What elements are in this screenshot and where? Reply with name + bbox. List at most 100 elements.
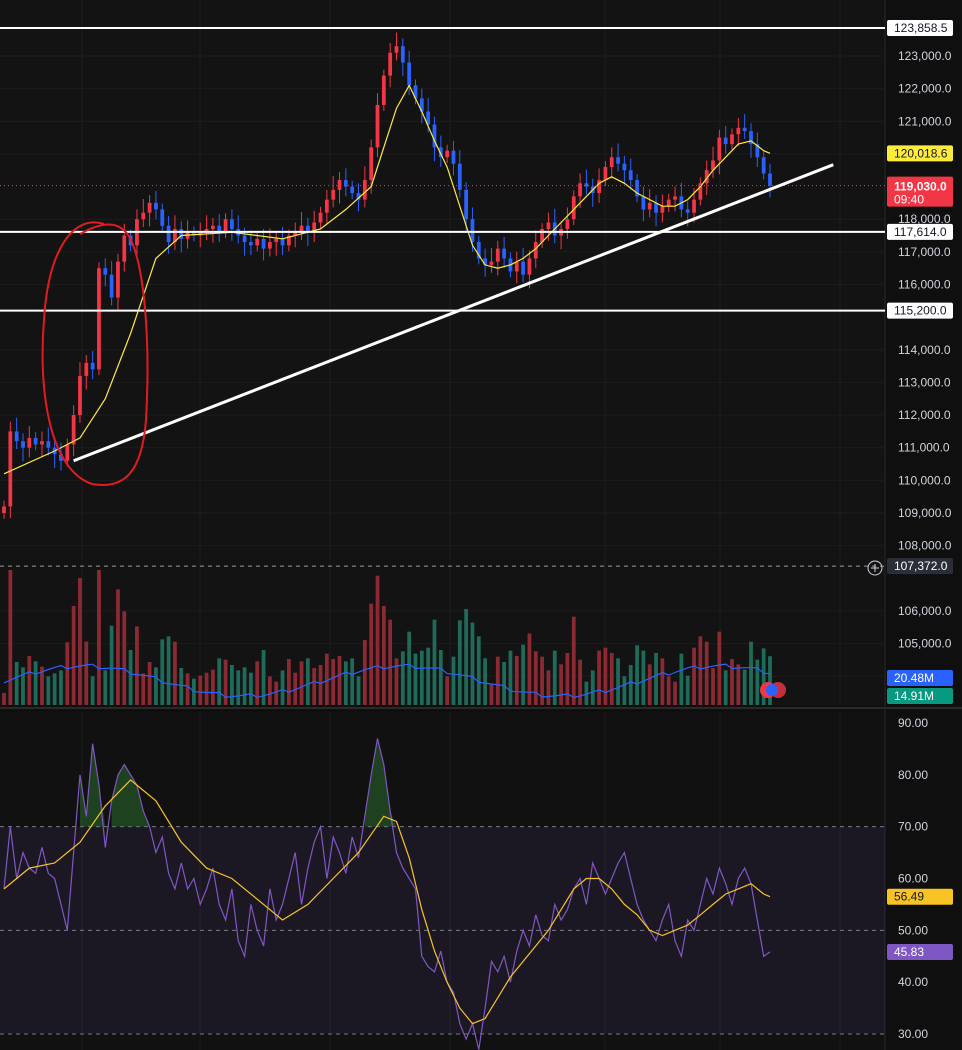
ascending-trendline[interactable]	[73, 163, 834, 463]
volume-bar	[578, 659, 582, 705]
last-price-tag: 119,030.0	[894, 180, 947, 194]
volume-bar	[400, 651, 405, 705]
price-pane[interactable]	[0, 0, 885, 705]
rsi-tick-label: 90.00	[898, 716, 928, 730]
candle-body	[711, 160, 715, 171]
volume-tag: 14.91M	[894, 689, 934, 703]
candle-body	[533, 242, 538, 259]
volume-bar	[179, 668, 184, 705]
candle-body	[280, 238, 285, 246]
volume-bar	[755, 659, 760, 705]
ma-line	[3, 84, 771, 475]
volume-bar	[350, 658, 355, 705]
price-tick-label: 122,000.0	[898, 82, 952, 96]
horizontal-levels[interactable]	[0, 26, 885, 567]
candle-body	[400, 46, 405, 63]
crosshair-add-button[interactable]	[867, 560, 883, 576]
rsi-ma-tag-bg	[887, 888, 953, 905]
candle-body	[413, 85, 418, 99]
volume-bar	[52, 673, 57, 705]
candle-body	[445, 150, 450, 158]
volume-bar	[223, 659, 228, 705]
volume-bar	[362, 640, 367, 705]
volume-bar	[331, 659, 336, 705]
volume-bar	[407, 631, 412, 705]
volume-bar	[154, 667, 158, 705]
volume-bar	[204, 672, 209, 705]
volume-bar	[160, 639, 165, 705]
rsi-tick-label: 40.00	[898, 975, 928, 989]
candle-body	[242, 235, 247, 243]
candle-body	[597, 180, 601, 194]
last-price-tag-bg	[887, 176, 953, 207]
candle-body	[470, 219, 475, 243]
volume-bar	[78, 578, 82, 705]
flag-event-icon[interactable]	[766, 684, 778, 696]
volume-bar	[394, 658, 399, 705]
volume-bar	[654, 653, 658, 705]
volume-bar	[660, 658, 665, 705]
candle-body	[742, 127, 747, 132]
volume-bar	[597, 650, 601, 705]
candle-body	[432, 124, 437, 148]
volume-bar	[198, 675, 203, 705]
candle-body	[261, 238, 266, 249]
volume-bar	[135, 626, 139, 705]
level-price-tag: 117,614.0	[894, 225, 947, 239]
volume-bar	[299, 661, 304, 705]
volume-bar	[356, 676, 361, 705]
volume-bar	[8, 570, 13, 705]
candle-body	[33, 437, 38, 445]
volume-bar	[768, 656, 772, 705]
volume-bar	[230, 665, 234, 705]
volume-bar	[603, 647, 608, 705]
volume-bar	[571, 616, 576, 705]
candle-body	[343, 180, 348, 187]
event-icons[interactable]	[760, 682, 786, 698]
candle-body	[21, 441, 25, 448]
candle-body	[97, 268, 101, 370]
candle-body	[730, 134, 734, 145]
price-tick-label: 121,000.0	[898, 114, 952, 128]
volume-bar	[2, 693, 6, 705]
candle-body	[603, 166, 608, 181]
candle-body	[109, 274, 114, 298]
volume-bar	[451, 656, 456, 705]
rsi-tick-label: 30.00	[898, 1027, 928, 1041]
volume-bar	[692, 647, 696, 705]
candle-body	[154, 202, 158, 210]
candle-body	[324, 199, 329, 213]
candle-body	[71, 415, 76, 445]
candle-body	[166, 225, 171, 243]
rsi-tick-label: 70.00	[898, 820, 928, 834]
volume-bar	[337, 656, 342, 705]
candle-body	[489, 261, 494, 265]
volume-bar	[685, 675, 690, 705]
volume-bar	[761, 648, 766, 705]
candle-body	[464, 189, 469, 220]
candle-body	[451, 150, 456, 164]
candle-body	[331, 189, 336, 200]
candle-body	[286, 235, 291, 246]
plus-icon[interactable]	[867, 560, 883, 576]
trendline[interactable]	[73, 163, 834, 463]
volume-bar	[432, 619, 437, 705]
candle-body	[521, 261, 525, 275]
candle-body	[527, 258, 532, 275]
candle-body	[14, 431, 19, 442]
volume-bar	[723, 670, 728, 705]
candle-body	[84, 362, 89, 376]
volume-bar	[527, 633, 532, 705]
level-price-tag-bg	[887, 223, 953, 240]
candle-body	[173, 229, 177, 243]
price-tick-label: 109,000.0	[898, 506, 952, 520]
volume-bar	[628, 665, 633, 705]
volume-bar	[14, 662, 19, 705]
candle-body	[438, 147, 443, 158]
candle-body	[230, 219, 234, 230]
crosshair-price-tag: 107,372.0	[894, 559, 948, 573]
volume-bar	[116, 589, 120, 705]
candle-body	[40, 441, 44, 445]
volume-bar	[616, 658, 620, 705]
